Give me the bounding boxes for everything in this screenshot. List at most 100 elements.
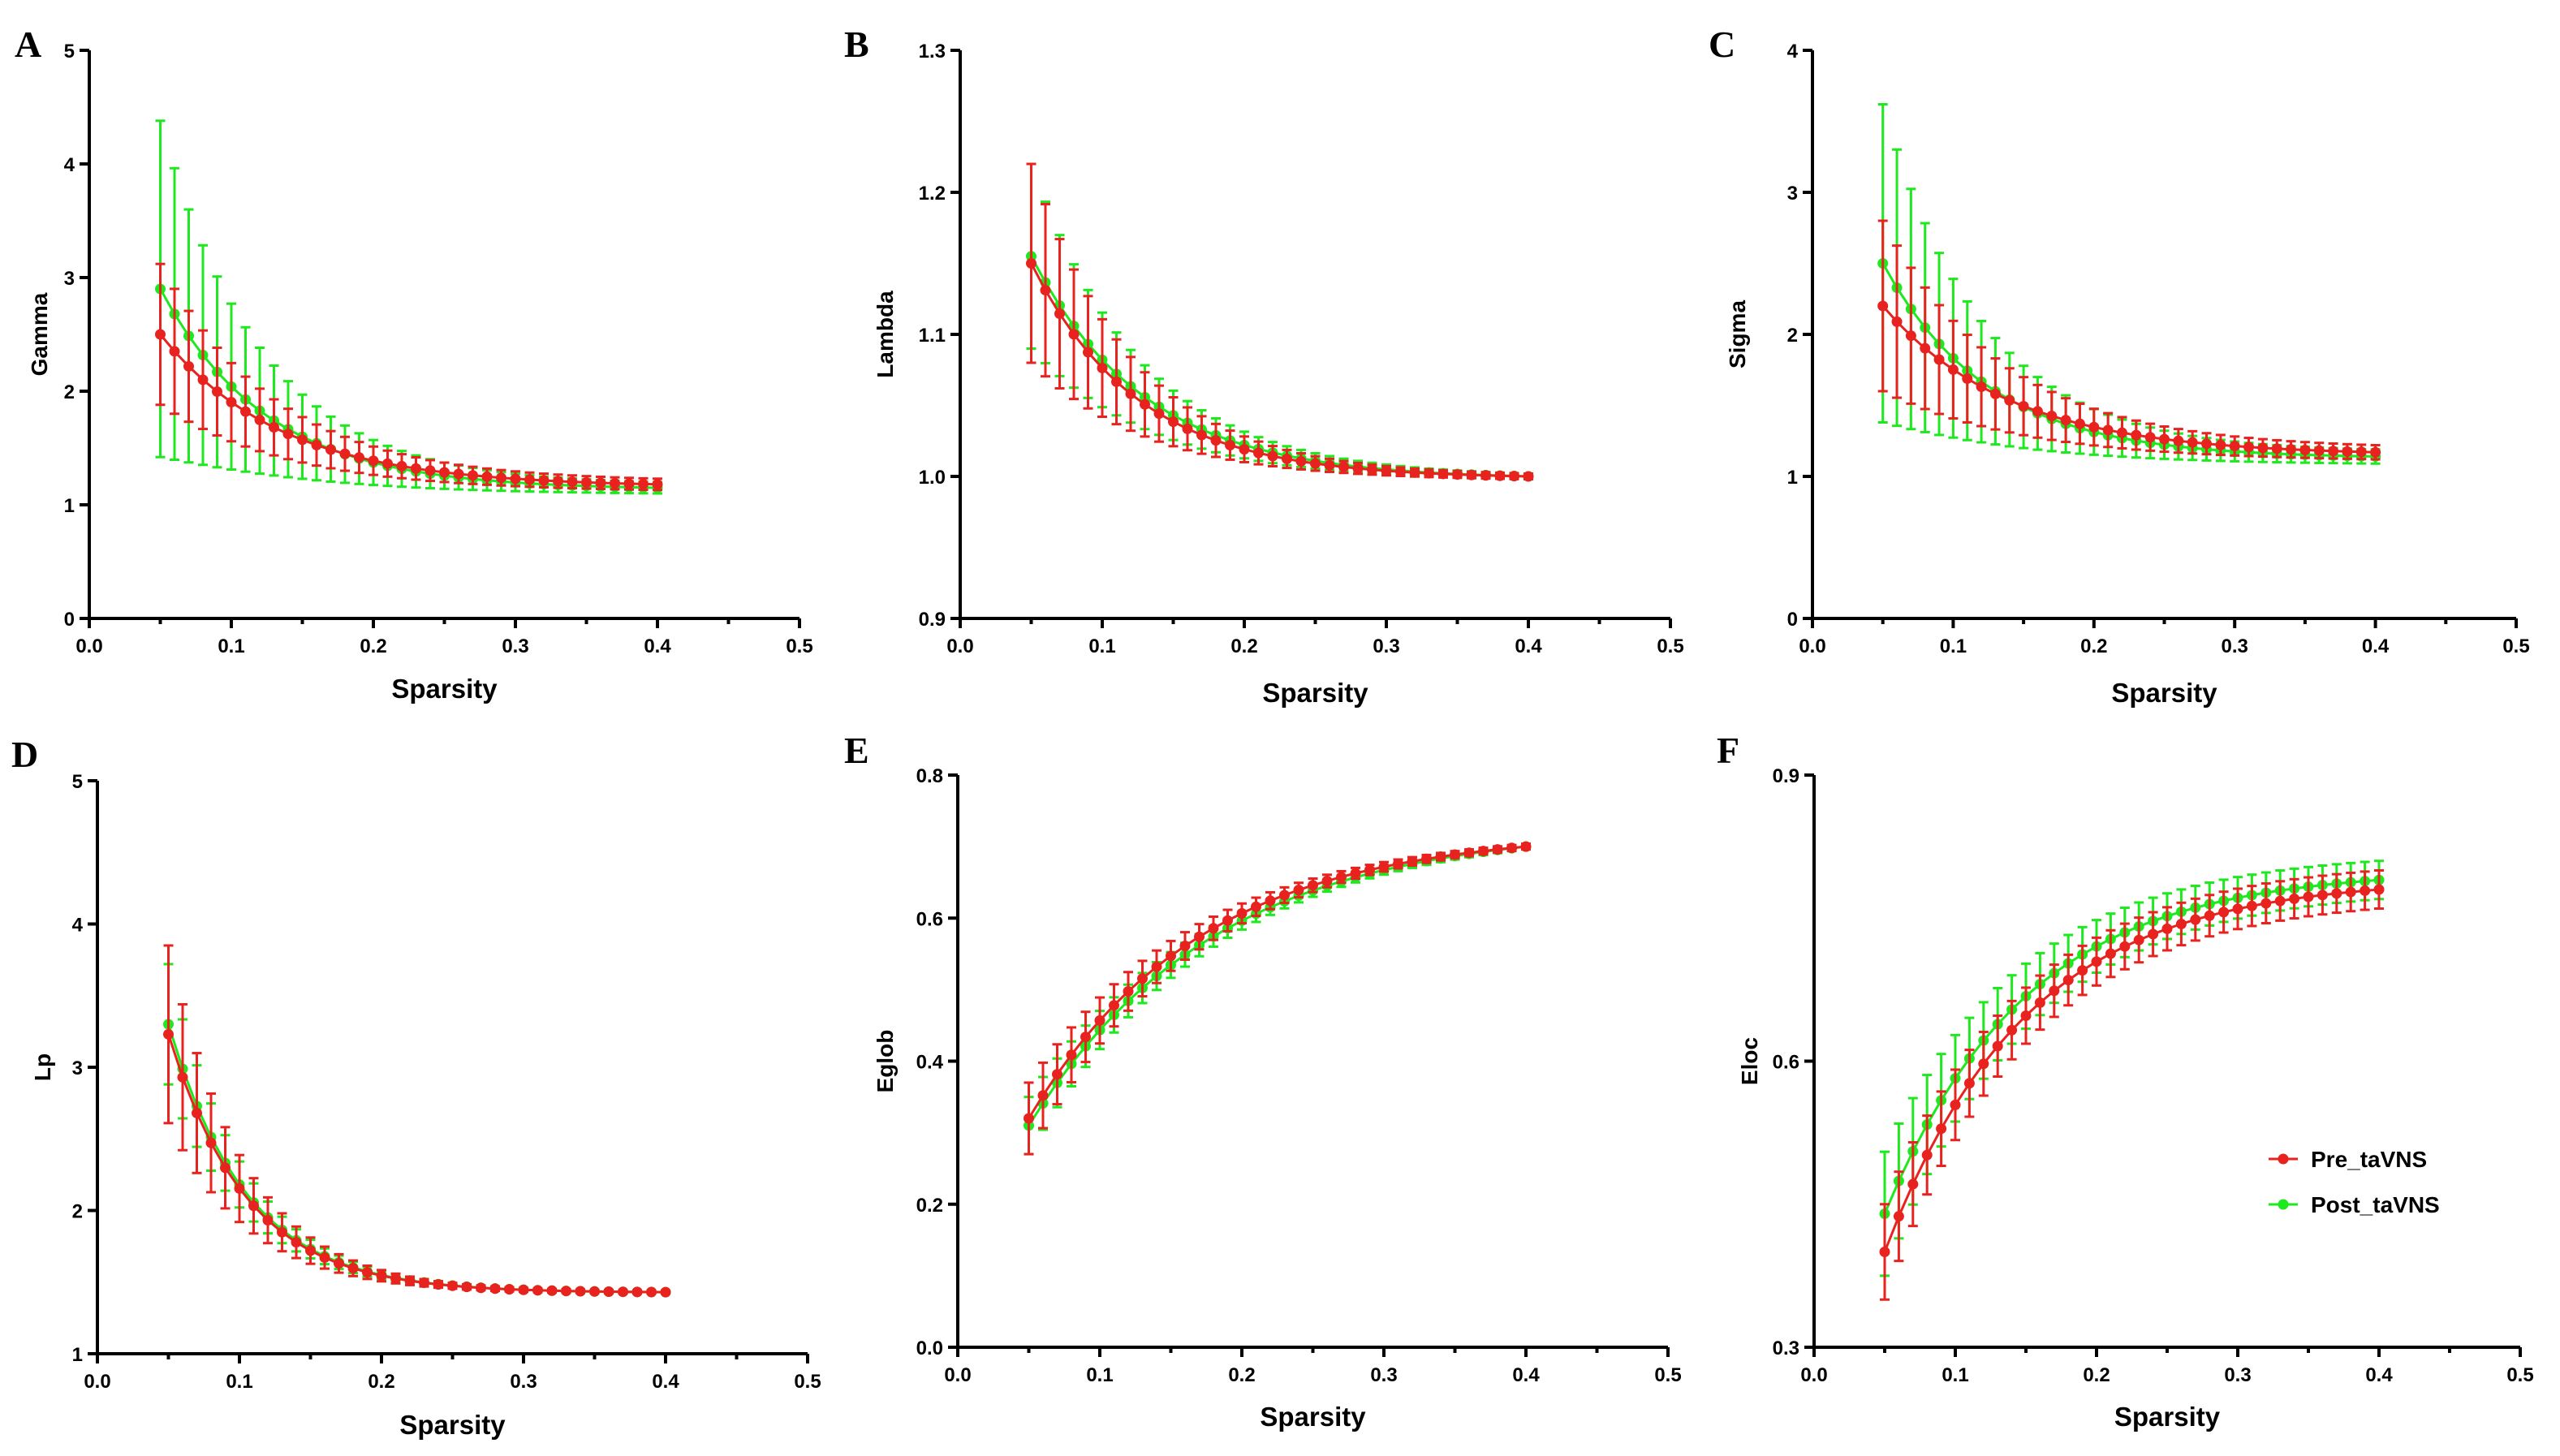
y-tick-label: 4 [64, 154, 75, 176]
series-post-tavns [163, 963, 671, 1298]
data-point [575, 1286, 586, 1297]
y-tick-label: 1 [64, 495, 75, 517]
series-line [1881, 305, 2376, 454]
data-point [631, 1286, 643, 1298]
x-tick-label: 0.2 [2083, 1364, 2110, 1386]
data-point [1208, 923, 1219, 934]
data-point [2046, 411, 2058, 422]
x-tick-label: 0.0 [1799, 635, 1825, 657]
data-point [1963, 1078, 1975, 1089]
data-point [610, 478, 620, 489]
data-point [2342, 446, 2353, 457]
data-point [2105, 948, 2116, 959]
data-point [220, 1162, 231, 1174]
data-point [553, 476, 563, 487]
y-axis-label: Gamma [27, 292, 52, 376]
data-point [1435, 851, 1446, 863]
data-point [2303, 891, 2314, 902]
data-point [212, 386, 222, 398]
data-point [589, 1286, 600, 1297]
x-axis-label: Sparsity [1260, 1402, 1366, 1432]
series-line [159, 334, 658, 486]
series-post-tavns [1879, 859, 2385, 1277]
y-tick-label: 1 [1787, 467, 1798, 489]
data-point [2286, 444, 2297, 455]
y-tick-label: 0.3 [1773, 1338, 1799, 1359]
data-point [1947, 364, 1959, 375]
data-point [561, 1286, 571, 1297]
data-point [1109, 1000, 1119, 1011]
data-point [2218, 907, 2230, 918]
data-point [2004, 394, 2015, 406]
x-tick-label: 0.4 [644, 635, 671, 657]
data-point [1381, 465, 1392, 476]
data-point [1295, 455, 1307, 467]
data-point [2316, 890, 2328, 901]
data-point [660, 1286, 671, 1298]
data-point [2006, 1024, 2018, 1036]
data-point [2299, 444, 2311, 455]
data-point [2119, 941, 2131, 952]
data-point [2246, 900, 2257, 911]
series-pre-tavns [163, 944, 671, 1298]
x-tick-label: 0.3 [2222, 635, 2248, 657]
data-point [2161, 923, 2173, 934]
legend-item-post-tavns: Post_taVNS [2269, 1192, 2440, 1217]
x-tick-label: 0.1 [1940, 635, 1967, 657]
data-point [2088, 421, 2100, 433]
data-point [1251, 901, 1261, 912]
data-point [1239, 444, 1250, 455]
data-point [1040, 285, 1051, 296]
data-point [1520, 841, 1532, 852]
y-tick-label: 2 [64, 381, 75, 403]
data-point [1921, 1149, 1933, 1161]
data-point [1350, 868, 1361, 879]
data-point [1037, 1090, 1049, 1101]
y-tick-label: 0 [1787, 609, 1798, 631]
data-point [581, 476, 592, 488]
data-point [1978, 1058, 1989, 1070]
x-tick-label: 0.2 [1230, 635, 1257, 657]
data-point [1222, 915, 1233, 926]
data-point [1393, 859, 1403, 870]
panel-letter: B [844, 24, 869, 65]
data-point [2034, 997, 2045, 1008]
data-point [2133, 934, 2144, 946]
data-point [1395, 466, 1406, 477]
data-point [319, 1252, 330, 1264]
data-point [1364, 864, 1375, 876]
data-point [618, 1286, 628, 1298]
data-point [1225, 440, 1235, 451]
x-tick-label: 0.1 [1942, 1364, 1968, 1386]
y-axis-label: Sigma [1725, 300, 1750, 368]
data-point [2257, 442, 2269, 454]
data-point [2032, 406, 2043, 417]
data-point [305, 1245, 316, 1256]
data-point [277, 1226, 287, 1238]
panel-letter: E [844, 730, 869, 771]
data-point [325, 444, 336, 455]
x-tick-label: 0.5 [794, 1371, 821, 1393]
legend-label: Post_taVNS [2311, 1192, 2440, 1217]
data-point [234, 1182, 245, 1194]
x-tick-label: 0.0 [946, 635, 973, 657]
x-tick-label: 0.0 [84, 1371, 110, 1393]
data-point [2370, 446, 2381, 458]
data-point [1168, 416, 1179, 428]
y-axis-label: Eglob [873, 1030, 898, 1093]
data-point [1279, 890, 1290, 901]
data-point [489, 1283, 501, 1294]
data-point [1308, 880, 1318, 891]
y-tick-label: 0.2 [916, 1195, 943, 1217]
data-point [183, 360, 194, 372]
data-point [1452, 469, 1463, 480]
data-point [1166, 950, 1176, 962]
series-pre-tavns [1879, 869, 2385, 1301]
y-tick-label: 1.2 [919, 183, 946, 205]
data-point [2373, 884, 2385, 895]
data-point [2091, 956, 2102, 967]
legend-label: Pre_taVNS [2311, 1147, 2427, 1172]
data-point [404, 1275, 416, 1286]
data-point [1466, 469, 1477, 480]
